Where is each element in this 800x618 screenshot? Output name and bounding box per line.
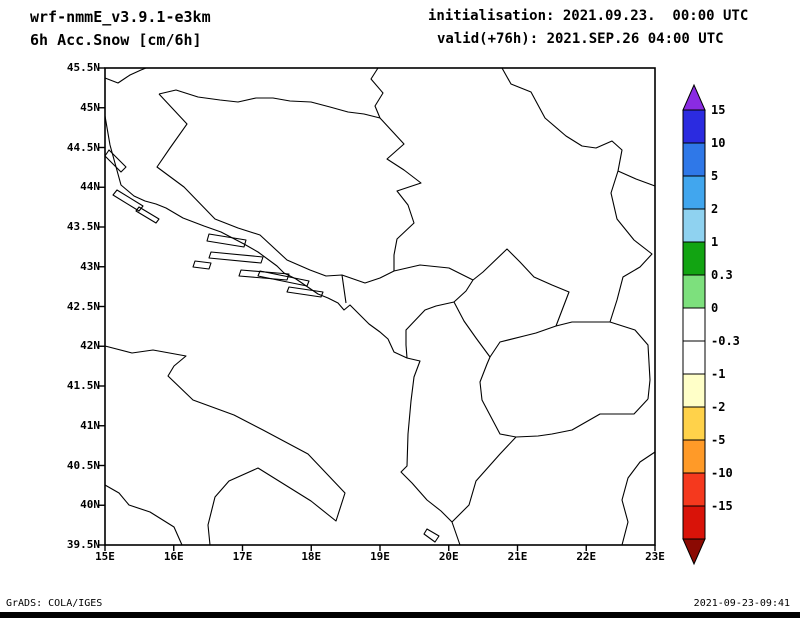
coast-italy-adriatic	[104, 345, 346, 546]
border-slovenia-croatia	[104, 67, 147, 84]
colorbar-arrow-over	[682, 83, 706, 111]
x-tick-label: 17E	[232, 550, 253, 563]
y-tick-label: 45.5N	[66, 61, 100, 74]
colorbar-level-label: 0	[711, 301, 719, 315]
border-montenegro-albania	[405, 301, 455, 359]
x-tick-label: 15E	[95, 550, 115, 563]
colorbar-level-label: -0.3	[711, 334, 740, 348]
colorbar-segment	[682, 340, 706, 375]
island-pag	[104, 149, 127, 173]
river-danube-romania-bulgaria	[617, 170, 656, 187]
island-kornati	[135, 206, 160, 224]
x-tick-label: 18E	[301, 550, 322, 563]
colorbar-segment	[682, 406, 706, 441]
border-serbia-montenegro	[393, 264, 474, 281]
island-dugi-otok	[112, 189, 144, 212]
y-tick-label: 40N	[80, 498, 100, 512]
colorbar-arrow-under	[682, 538, 706, 566]
colorbar-level-label: 0.3	[711, 268, 733, 282]
y-tick-label: 41N	[80, 418, 100, 432]
colorbar-segment	[682, 373, 706, 408]
colorbar-level-label: 10	[711, 136, 726, 150]
border-croatia-serbia-danube	[370, 67, 384, 119]
bottom-border-bar	[0, 612, 800, 618]
x-tick-label: 21E	[507, 550, 528, 563]
y-tick-label: 42.5N	[66, 299, 100, 313]
border-drina-bosnia-serbia	[379, 117, 422, 271]
x-tick-label: 23E	[645, 550, 665, 563]
coast-east-adriatic	[104, 115, 461, 546]
model-title: wrf-nmmE_v3.9.1-e3km	[30, 8, 211, 26]
render-timestamp: 2021-09-23-09:41	[693, 598, 790, 609]
x-tick-label: 16E	[163, 550, 184, 563]
x-tick-label: 20E	[438, 550, 459, 563]
border-macedonia-bulgaria	[609, 321, 651, 400]
island-mljet	[286, 286, 324, 298]
colorbar-segment	[682, 274, 706, 309]
colorbar-segment	[682, 109, 706, 144]
y-tick-label: 40.5N	[66, 458, 100, 472]
valid-time-label: valid(+76h): 2021.SEP.26 04:00 UTC	[437, 31, 724, 47]
coast-greece-thermaic	[621, 451, 656, 546]
colorbar-segment	[682, 472, 706, 507]
border-sava	[158, 89, 381, 119]
border-albania-greece	[451, 436, 517, 523]
colorbar-segment	[682, 307, 706, 342]
y-tick-label: 41.5N	[66, 379, 100, 392]
border-croatia-bosnia	[156, 93, 347, 304]
colorbar-level-label: -15	[711, 499, 733, 513]
colorbar-segment	[682, 142, 706, 177]
colorbar-segment	[682, 505, 706, 540]
island-hvar	[208, 251, 264, 264]
border-macedonia-greece	[515, 398, 649, 438]
x-tick-label: 22E	[576, 550, 597, 563]
island-vis	[192, 260, 212, 270]
colorbar-level-label: 15	[711, 103, 726, 117]
border-serbia-macedonia	[555, 321, 610, 327]
colorbar-segment	[682, 241, 706, 276]
border-kosovo	[453, 248, 570, 358]
island-korcula	[238, 269, 290, 281]
y-tick-label: 39.5N	[66, 538, 100, 551]
colorbar-segment	[682, 208, 706, 243]
y-tick-label: 43N	[80, 259, 100, 273]
colorbar-level-label: -2	[711, 400, 726, 414]
border-bosnia-montenegro	[341, 270, 395, 284]
colorbar-level-label: 2	[711, 202, 719, 216]
colorbar-level-label: -1	[711, 367, 726, 381]
island-brac	[206, 233, 247, 248]
y-tick-label: 43.5N	[66, 220, 100, 233]
colorbar-level-label: 5	[711, 169, 719, 183]
y-tick-label: 42N	[80, 339, 100, 353]
peninsula-peljesac	[257, 270, 310, 287]
x-tick-label: 19E	[370, 550, 390, 563]
y-tick-label: 44N	[80, 180, 100, 194]
variable-title: 6h Acc.Snow [cm/6h]	[30, 31, 202, 49]
colorbar-level-label: -5	[711, 433, 726, 447]
border-serbia-romania-danube	[501, 67, 623, 172]
y-tick-label: 45N	[80, 100, 100, 114]
coast-italy-tyrrhenian	[104, 484, 183, 546]
colorbar-level-label: -10	[711, 466, 733, 480]
y-tick-label: 44.5N	[66, 140, 100, 154]
island-corfu	[423, 528, 440, 543]
border-macedonia-albania	[479, 356, 517, 438]
grads-credit: GrADS: COLA/IGES	[6, 598, 103, 609]
colorbar-level-label: 1	[711, 235, 719, 249]
colorbar-segment	[682, 439, 706, 474]
border-serbia-bulgaria	[609, 170, 653, 323]
init-time-label: initialisation: 2021.09.23. 00:00 UTC	[428, 8, 749, 24]
colorbar-segment	[682, 175, 706, 210]
